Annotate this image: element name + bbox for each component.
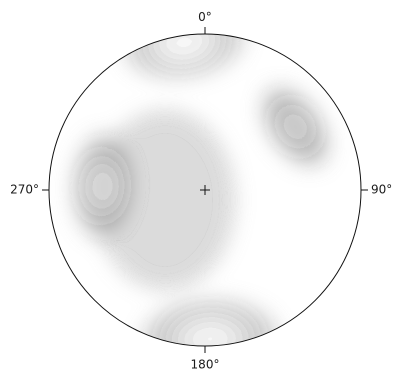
density-contours [49,34,361,346]
tick-label-0: 0° [198,10,212,24]
tick-marks [42,27,368,353]
density-concentration-1-band-1 [174,36,195,49]
density-layer [72,34,330,346]
density-concentration-3-band-1 [98,177,109,196]
tick-label-180: 180° [191,358,220,372]
tick-label-90: 90° [371,183,392,197]
density-haze [95,110,235,290]
center-cross [200,185,210,195]
tick-label-270: 270° [10,183,39,197]
density-concentration-2-band-1 [289,120,301,134]
density-concentration-4-band-1 [198,332,222,346]
tick-labels: 0° 90° 180° 270° [10,10,392,372]
